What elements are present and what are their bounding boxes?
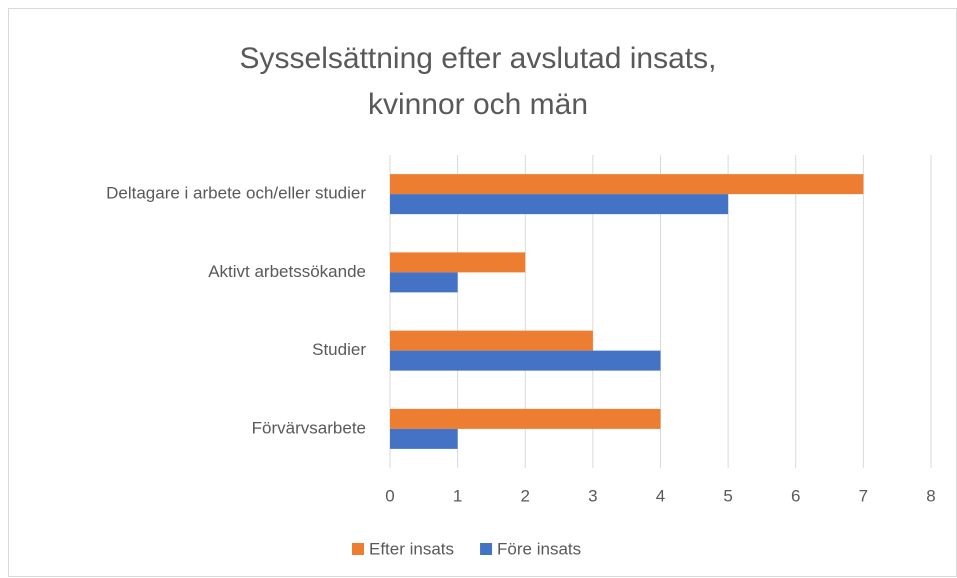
y-tick-label: Aktivt arbetssökande xyxy=(208,262,366,281)
bar xyxy=(390,272,458,293)
x-tick-label: 0 xyxy=(385,486,394,505)
chart-title: Sysselsättning efter avslutad insats, kv… xyxy=(239,42,717,121)
bar xyxy=(390,408,661,429)
chart-border xyxy=(8,8,957,577)
x-tick-label: 6 xyxy=(791,486,800,505)
legend-swatch xyxy=(352,543,364,555)
bar xyxy=(390,174,864,195)
x-tick-label: 3 xyxy=(588,486,597,505)
x-tick-label: 2 xyxy=(521,486,530,505)
bar xyxy=(390,330,593,351)
y-tick-label: Förvärvsarbete xyxy=(252,418,366,437)
x-tick-label: 5 xyxy=(723,486,732,505)
x-tick-label: 8 xyxy=(926,486,935,505)
legend-label: Före insats xyxy=(497,539,581,558)
bar xyxy=(390,252,526,273)
x-tick-label: 4 xyxy=(656,486,665,505)
bar xyxy=(390,350,661,371)
bar xyxy=(390,194,729,215)
y-tick-label: Studier xyxy=(312,340,366,359)
y-tick-label: Deltagare i arbete och/eller studier xyxy=(106,184,366,203)
legend-swatch xyxy=(480,543,493,555)
x-tick-label: 1 xyxy=(453,486,462,505)
x-tick-label: 7 xyxy=(859,486,868,505)
bar xyxy=(390,428,458,449)
legend-label: Efter insats xyxy=(369,539,454,558)
